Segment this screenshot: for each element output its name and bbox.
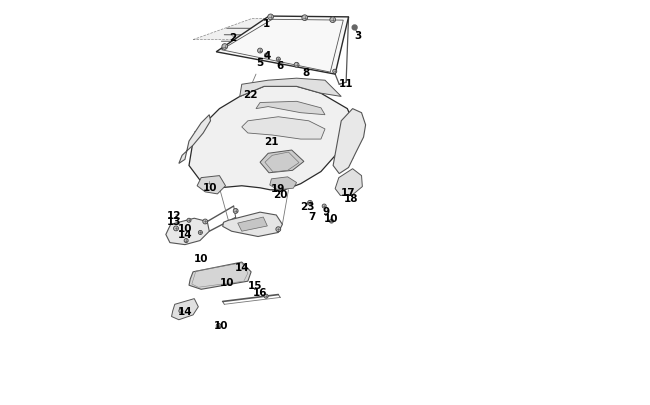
Polygon shape [166, 219, 209, 245]
Text: 8: 8 [303, 68, 310, 78]
Circle shape [307, 201, 313, 206]
Text: 11: 11 [339, 79, 354, 89]
Circle shape [265, 54, 268, 58]
Text: 22: 22 [242, 90, 257, 100]
Text: 19: 19 [271, 184, 285, 194]
Text: 14: 14 [177, 306, 192, 316]
Text: 1: 1 [263, 19, 270, 28]
Circle shape [179, 309, 183, 313]
Polygon shape [240, 79, 341, 97]
Circle shape [233, 209, 238, 214]
Polygon shape [197, 176, 226, 194]
Circle shape [257, 49, 263, 54]
Text: 2: 2 [229, 33, 236, 43]
Text: 6: 6 [276, 61, 283, 70]
Text: 5: 5 [256, 58, 264, 68]
Circle shape [207, 181, 212, 185]
Text: 10: 10 [324, 214, 339, 224]
Polygon shape [189, 87, 352, 190]
Text: 3: 3 [355, 31, 362, 40]
Polygon shape [333, 109, 365, 174]
Circle shape [184, 239, 188, 243]
Circle shape [222, 45, 227, 50]
Text: 10: 10 [177, 223, 192, 233]
Polygon shape [335, 169, 362, 196]
Circle shape [203, 220, 207, 224]
Circle shape [322, 205, 326, 209]
Text: 12: 12 [166, 211, 181, 220]
Text: 14: 14 [235, 262, 249, 272]
Text: 13: 13 [166, 217, 181, 226]
Polygon shape [193, 19, 343, 40]
Polygon shape [270, 177, 296, 190]
Text: 10: 10 [220, 277, 234, 287]
Polygon shape [179, 115, 211, 164]
Text: 10: 10 [203, 182, 218, 192]
Text: 9: 9 [322, 207, 330, 217]
Text: 20: 20 [273, 190, 287, 200]
Circle shape [330, 220, 333, 224]
Text: 23: 23 [300, 202, 315, 211]
Circle shape [198, 231, 202, 235]
Text: 14: 14 [177, 230, 192, 240]
Circle shape [268, 15, 274, 21]
Circle shape [330, 18, 335, 23]
Polygon shape [223, 213, 282, 237]
Polygon shape [216, 17, 348, 75]
Polygon shape [260, 151, 304, 173]
Circle shape [264, 294, 268, 298]
Polygon shape [172, 299, 198, 320]
Circle shape [174, 226, 179, 231]
Circle shape [216, 324, 221, 328]
Text: 15: 15 [248, 281, 263, 290]
Polygon shape [256, 102, 325, 115]
Text: 4: 4 [264, 51, 271, 61]
Text: 16: 16 [253, 287, 267, 297]
Circle shape [333, 70, 337, 74]
Polygon shape [238, 217, 267, 232]
Circle shape [294, 63, 299, 68]
Polygon shape [242, 117, 325, 140]
Text: 21: 21 [264, 136, 279, 146]
Text: 17: 17 [341, 188, 356, 198]
Circle shape [276, 227, 281, 232]
Circle shape [352, 26, 357, 31]
Circle shape [276, 58, 280, 62]
Text: 18: 18 [344, 194, 359, 203]
Text: 10: 10 [214, 321, 229, 330]
Text: 7: 7 [308, 212, 316, 222]
Circle shape [302, 16, 307, 21]
Text: 10: 10 [194, 254, 209, 263]
Circle shape [187, 219, 191, 223]
Polygon shape [189, 262, 251, 290]
